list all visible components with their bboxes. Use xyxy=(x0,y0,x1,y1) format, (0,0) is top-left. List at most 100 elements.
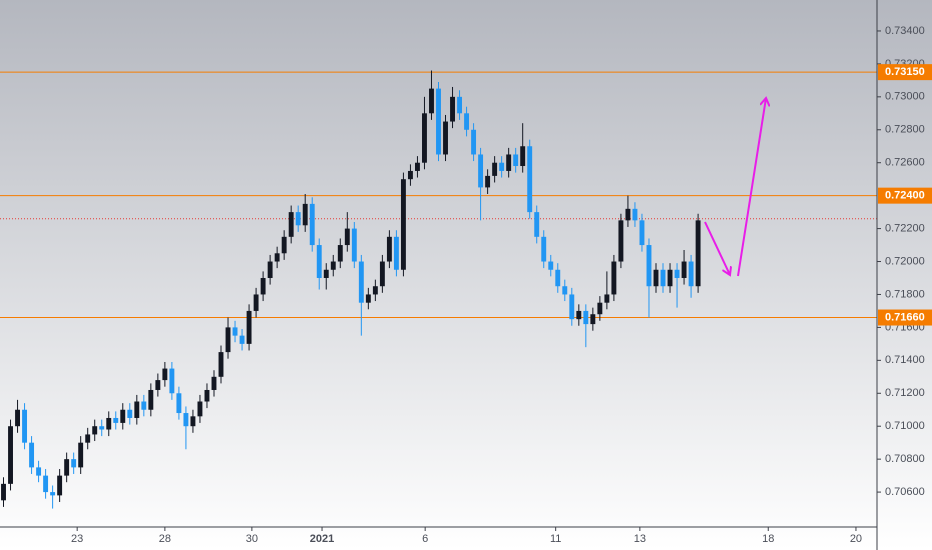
candle-body xyxy=(330,261,336,270)
y-tick-label: 0.72200 xyxy=(885,222,925,234)
candle-body xyxy=(492,162,498,176)
candle-body xyxy=(43,475,49,493)
candle-body xyxy=(646,245,652,287)
level-tag xyxy=(878,187,932,204)
candle-body xyxy=(204,389,210,402)
candle-body xyxy=(274,253,280,262)
candle-body xyxy=(148,389,154,410)
x-tick-label: 6 xyxy=(422,533,428,545)
candle-body xyxy=(309,203,315,246)
candle-body xyxy=(316,245,322,278)
candle-body xyxy=(429,88,434,114)
candle-body xyxy=(611,261,617,295)
candle-body xyxy=(681,261,687,278)
candle-body xyxy=(15,409,20,427)
candle-body xyxy=(106,417,112,430)
plot xyxy=(0,70,877,509)
candle-body xyxy=(176,393,182,414)
candle-body xyxy=(253,294,259,311)
y-tick-label: 0.73400 xyxy=(885,25,925,37)
candle-body xyxy=(99,426,105,430)
candle-body xyxy=(379,261,385,287)
candle-body xyxy=(443,121,448,155)
candle-body xyxy=(351,228,357,262)
y-tick-label: 0.72800 xyxy=(885,124,925,136)
candle-body xyxy=(499,162,505,171)
candle-body xyxy=(64,459,70,476)
candle-body xyxy=(618,220,624,262)
candle-body xyxy=(478,154,484,188)
y-tick-label: 0.73000 xyxy=(885,91,925,103)
candle-body xyxy=(471,129,477,155)
candle-body xyxy=(239,335,245,344)
x-tick-label: 2021 xyxy=(310,533,334,545)
candle-body xyxy=(29,442,35,468)
candle-body xyxy=(22,409,28,443)
candle-body xyxy=(464,113,470,130)
level-tag xyxy=(878,64,932,81)
candle-body xyxy=(639,220,645,246)
candle-body xyxy=(590,314,596,325)
x-tick-label: 30 xyxy=(246,533,258,545)
candle-body xyxy=(386,236,392,262)
candle-body xyxy=(583,310,589,325)
candle-body xyxy=(555,269,561,287)
candle-body xyxy=(597,302,603,315)
candle-body xyxy=(295,212,301,226)
candle-body xyxy=(211,376,217,390)
x-tick-label: 20 xyxy=(850,533,862,545)
candle-body xyxy=(267,261,273,278)
candle-body xyxy=(688,261,694,287)
candle-body xyxy=(162,368,168,381)
candle-body xyxy=(625,208,631,221)
candle-body xyxy=(576,310,582,320)
candle-body xyxy=(358,261,364,303)
y-tick-label: 0.72000 xyxy=(885,255,925,267)
candle-body xyxy=(393,236,399,270)
y-tick-label: 0.71400 xyxy=(885,354,925,366)
candle-body xyxy=(141,401,147,410)
candle-body xyxy=(667,269,673,287)
x-tick-label: 28 xyxy=(159,533,171,545)
candle-body xyxy=(8,426,13,484)
candle-body xyxy=(225,327,231,353)
candle-body xyxy=(260,277,266,295)
candle-body xyxy=(50,492,56,496)
candle-body xyxy=(653,269,659,287)
candle-body xyxy=(134,401,140,418)
x-tick-label: 23 xyxy=(71,533,83,545)
candle-body xyxy=(36,467,42,476)
arrow-up xyxy=(737,98,766,277)
axes: 0.70600 0.70800 0.71000 0.71200 0.71400 0.716… xyxy=(71,25,932,545)
y-tick-label: 0.70600 xyxy=(885,486,925,498)
candle-body xyxy=(302,203,308,226)
candle-body xyxy=(695,220,701,287)
candle-body xyxy=(632,208,638,221)
candle-body xyxy=(85,434,91,443)
candle-body xyxy=(436,88,441,155)
candle-body xyxy=(281,236,287,254)
candle-body xyxy=(541,236,547,262)
candle-body xyxy=(1,483,6,501)
candle-body xyxy=(337,245,343,262)
candle-body xyxy=(422,113,427,163)
candle-body xyxy=(660,269,666,287)
candle-body xyxy=(127,409,133,418)
candle-body xyxy=(513,154,519,167)
candle-body xyxy=(414,162,420,171)
candle-body xyxy=(674,269,680,278)
level-label: 0.73150 xyxy=(885,66,925,78)
y-tick-label: 0.72600 xyxy=(885,157,925,169)
candle-body xyxy=(57,475,63,496)
candle-body xyxy=(71,459,77,468)
candle-body xyxy=(323,269,329,278)
y-tick-label: 0.71200 xyxy=(885,387,925,399)
candle-body xyxy=(534,212,540,237)
candle-body xyxy=(485,175,491,188)
candle-body xyxy=(506,154,512,171)
candle-body xyxy=(365,294,371,303)
y-tick-label: 0.71000 xyxy=(885,420,925,432)
level-label: 0.72400 xyxy=(885,190,925,202)
candle-body xyxy=(527,146,533,213)
candle-body xyxy=(604,294,610,303)
